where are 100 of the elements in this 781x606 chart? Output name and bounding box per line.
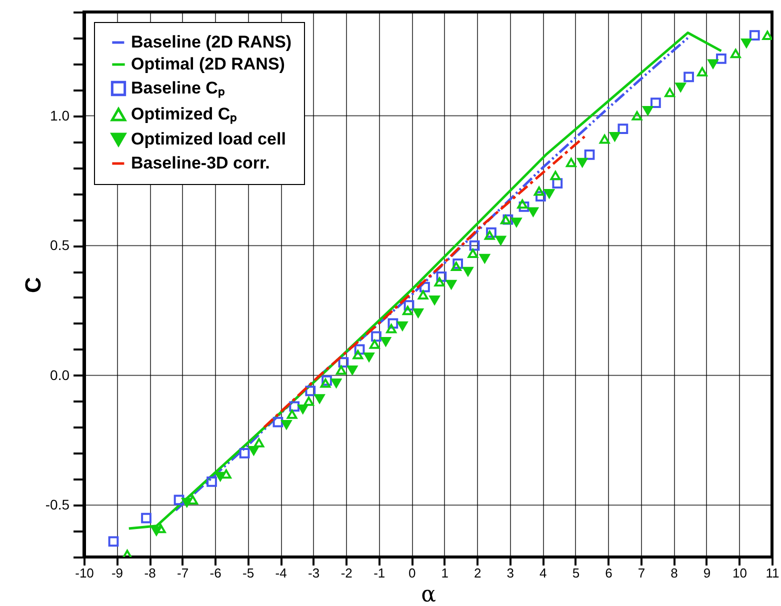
- point: [141, 512, 152, 524]
- x-tick-label: -6: [210, 566, 222, 580]
- y-tick-label: 0.0: [50, 366, 70, 383]
- point: [347, 366, 358, 375]
- point: [610, 132, 620, 142]
- point: [552, 178, 563, 188]
- point: [446, 280, 456, 290]
- point: [534, 186, 544, 196]
- point: [436, 272, 447, 282]
- point: [452, 258, 463, 269]
- x-tick-label: -8: [144, 566, 156, 580]
- point: [584, 150, 595, 160]
- x-tick-label: 0: [408, 566, 416, 580]
- point: [599, 134, 610, 144]
- point: [675, 82, 686, 92]
- x-tick-label: 4: [540, 566, 547, 580]
- point: [215, 472, 226, 482]
- point: [304, 396, 314, 406]
- point: [388, 318, 398, 329]
- point: [697, 67, 708, 76]
- x-tick-label: 5: [572, 566, 580, 580]
- x-tick-label: -9: [111, 566, 124, 580]
- point: [544, 189, 554, 198]
- point: [749, 30, 760, 41]
- point: [632, 111, 642, 120]
- x-tick-label: -7: [177, 566, 189, 580]
- point: [254, 438, 264, 448]
- point: [762, 30, 772, 40]
- point: [479, 254, 490, 264]
- x-tick-label: -4: [275, 566, 287, 580]
- point: [468, 248, 478, 258]
- point: [484, 230, 495, 240]
- point: [429, 295, 440, 305]
- point: [412, 308, 424, 318]
- point: [239, 448, 250, 458]
- point: [536, 191, 546, 202]
- x-tick-label: 2: [474, 566, 482, 580]
- point: [642, 106, 654, 116]
- point: [369, 340, 380, 349]
- point: [741, 38, 752, 48]
- point: [684, 72, 694, 82]
- x-tick-label: -2: [340, 566, 352, 580]
- point: [386, 324, 396, 334]
- legend-label: Baseline Cₚ: [131, 78, 225, 98]
- legend-label: Optimized load cell: [131, 130, 286, 148]
- point: [517, 199, 528, 209]
- point: [289, 401, 300, 412]
- point: [286, 410, 298, 419]
- x-tick-label: 8: [670, 566, 678, 580]
- point: [281, 420, 292, 430]
- point: [502, 214, 514, 225]
- point: [151, 526, 162, 536]
- x-tick-label: -1: [374, 566, 386, 580]
- point: [122, 550, 132, 557]
- point: [708, 59, 718, 69]
- point: [420, 282, 430, 292]
- point: [108, 536, 119, 547]
- point: [528, 207, 538, 216]
- legend-label: Baseline (2D RANS): [131, 32, 292, 52]
- x-tick-label: 11: [766, 566, 780, 580]
- x-tick-label: 1: [441, 566, 448, 580]
- point: [550, 170, 561, 180]
- x-tick-label: 9: [703, 566, 711, 580]
- point: [730, 48, 741, 58]
- point: [174, 494, 184, 506]
- point: [577, 158, 588, 168]
- y-tick-label: 1.0: [50, 107, 70, 124]
- point: [500, 214, 511, 224]
- point: [272, 416, 284, 428]
- point: [364, 352, 374, 362]
- point: [221, 469, 232, 479]
- point: [371, 331, 382, 342]
- point: [331, 378, 342, 388]
- point: [618, 124, 628, 134]
- point: [664, 88, 675, 98]
- point: [206, 476, 217, 487]
- point: [397, 321, 408, 331]
- point: [352, 350, 364, 360]
- x-tick-label: 10: [732, 566, 747, 580]
- point: [418, 290, 428, 300]
- x-tick-label: 7: [638, 566, 646, 580]
- point: [404, 300, 414, 310]
- point: [182, 498, 192, 508]
- y-axis-title: C: [20, 276, 46, 293]
- legend-label: Baseline-3D corr.: [131, 154, 270, 172]
- y-tick-label: 0.5: [50, 237, 70, 254]
- point: [305, 386, 316, 396]
- point: [380, 336, 391, 346]
- point: [322, 375, 332, 386]
- point: [511, 218, 522, 227]
- x-tick-label: 3: [506, 566, 514, 580]
- point: [566, 158, 576, 168]
- point: [462, 266, 474, 276]
- x-tick-label: 6: [605, 566, 612, 580]
- point: [518, 201, 530, 212]
- point: [314, 394, 325, 404]
- point: [338, 357, 349, 368]
- point: [320, 378, 331, 388]
- x-tick-label: -3: [308, 566, 320, 580]
- point: [486, 227, 496, 238]
